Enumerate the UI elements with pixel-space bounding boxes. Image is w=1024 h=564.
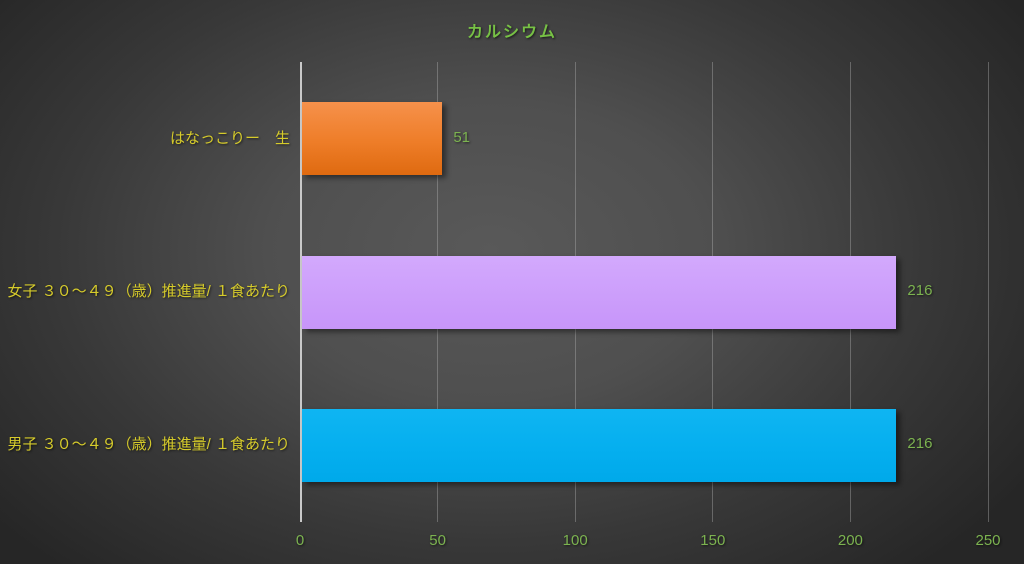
bar	[302, 102, 443, 176]
x-tick-label: 0	[295, 532, 305, 549]
x-tick-label: 150	[700, 532, 726, 549]
category-axis: はなっこりー 生女子 ３０～４９（歳）推進量/ １食あたり 男子 ３０～４９（歳）…	[0, 62, 290, 522]
x-tick-label: 200	[837, 532, 863, 549]
bar	[302, 255, 897, 329]
plot-area: 51 216 216	[300, 62, 989, 522]
x-tick-label: 250	[975, 532, 1001, 549]
data-label: 216	[907, 435, 933, 453]
value-axis: 0 50 100 150 200 250	[296, 531, 1001, 553]
x-tick-label: 50	[429, 532, 446, 549]
bar	[302, 408, 897, 482]
data-label: 51	[453, 128, 471, 146]
chart-title: カルシウム	[466, 24, 557, 41]
category-label: はなっこりー 生	[169, 129, 290, 147]
data-label: 216	[907, 282, 933, 299]
gridline	[987, 62, 989, 522]
category-label: 男子 ３０～４９（歳）推進量/ １食あたり	[7, 436, 290, 454]
x-tick-label: 100	[562, 532, 588, 549]
axis-line	[300, 62, 302, 522]
category-label: 女子 ３０～４９（歳）推進量/ １食あたり	[7, 283, 290, 300]
